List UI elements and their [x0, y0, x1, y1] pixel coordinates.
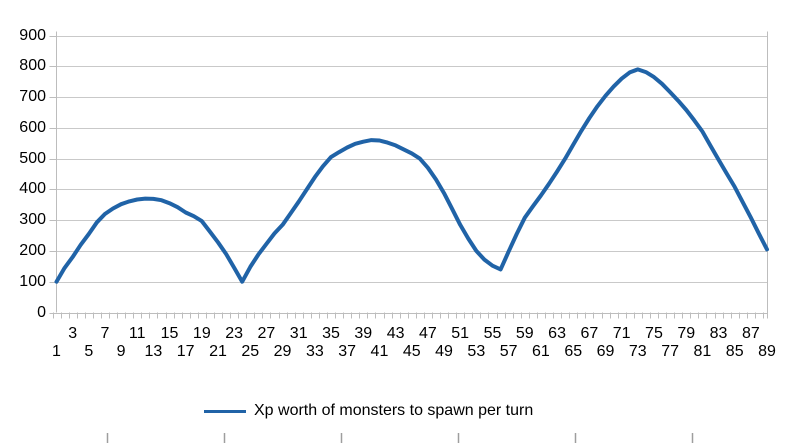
x-axis-label: 17 [176, 343, 195, 360]
x-axis-label: 59 [515, 325, 534, 342]
x-axis-label: 45 [402, 343, 421, 360]
x-axis-label: 51 [451, 325, 470, 342]
x-axis-label: 41 [370, 343, 389, 360]
legend-label: Xp worth of monsters to spawn per turn [254, 402, 534, 419]
x-axis-label: 61 [532, 343, 550, 360]
x-axis-label: 11 [128, 325, 146, 342]
y-axis-label: 900 [19, 26, 46, 44]
y-axis-label: 800 [19, 57, 46, 75]
x-axis-label: 83 [709, 325, 728, 342]
x-axis-label: 53 [467, 343, 486, 360]
x-axis-label: 65 [564, 343, 583, 360]
x-axis-label: 39 [354, 325, 373, 342]
x-axis-label: 5 [84, 343, 94, 360]
x-axis-label: 27 [257, 325, 276, 342]
x-axis-label: 37 [338, 343, 357, 360]
x-axis-label: 1 [52, 343, 61, 360]
x-axis-label: 35 [322, 325, 340, 342]
legend: Xp worth of monsters to spawn per turn [204, 402, 533, 420]
x-axis-label: 85 [725, 343, 744, 360]
x-axis-label: 73 [628, 343, 647, 360]
y-axis-label: 400 [19, 180, 46, 198]
x-axis-label: 87 [741, 325, 760, 342]
x-axis-label: 71 [612, 325, 631, 342]
x-axis-label: 15 [160, 325, 179, 342]
x-axis-label: 9 [116, 343, 126, 360]
x-axis-label: 7 [100, 325, 110, 342]
x-axis-label: 43 [386, 325, 405, 342]
x-axis-label: 89 [758, 343, 776, 360]
series-line [54, 67, 769, 284]
x-axis-label: 31 [289, 325, 308, 342]
x-axis-label: 13 [144, 343, 163, 360]
x-axis-label: 23 [225, 325, 244, 342]
x-axis-label: 69 [596, 343, 615, 360]
x-axis-label: 67 [580, 325, 599, 342]
x-axis-label: 75 [645, 325, 663, 342]
x-axis-label: 55 [483, 325, 502, 342]
y-axis-label: 200 [19, 241, 46, 259]
x-axis-label: 21 [209, 343, 227, 360]
legend-line-sample-icon [204, 409, 246, 413]
y-axis-label: 500 [19, 149, 46, 167]
x-axis-label: 77 [661, 343, 679, 360]
y-axis-label: 300 [19, 211, 46, 229]
y-axis-label: 100 [19, 272, 46, 290]
y-axis-label: 700 [19, 88, 46, 106]
y-axis-label: 0 [37, 303, 46, 321]
x-axis-label: 79 [677, 325, 696, 342]
x-axis-label: 25 [241, 343, 260, 360]
x-axis-label: 19 [192, 325, 211, 342]
x-axis-label: 29 [273, 343, 292, 360]
x-axis-label: 33 [305, 343, 324, 360]
x-axis-label: 47 [418, 325, 437, 342]
x-axis-label: 49 [435, 343, 453, 360]
x-axis-label: 81 [693, 343, 712, 360]
x-axis-label: 3 [68, 325, 78, 342]
y-axis-label: 600 [19, 118, 46, 136]
x-axis-label: 57 [499, 343, 518, 360]
x-axis-label: 63 [548, 325, 566, 342]
